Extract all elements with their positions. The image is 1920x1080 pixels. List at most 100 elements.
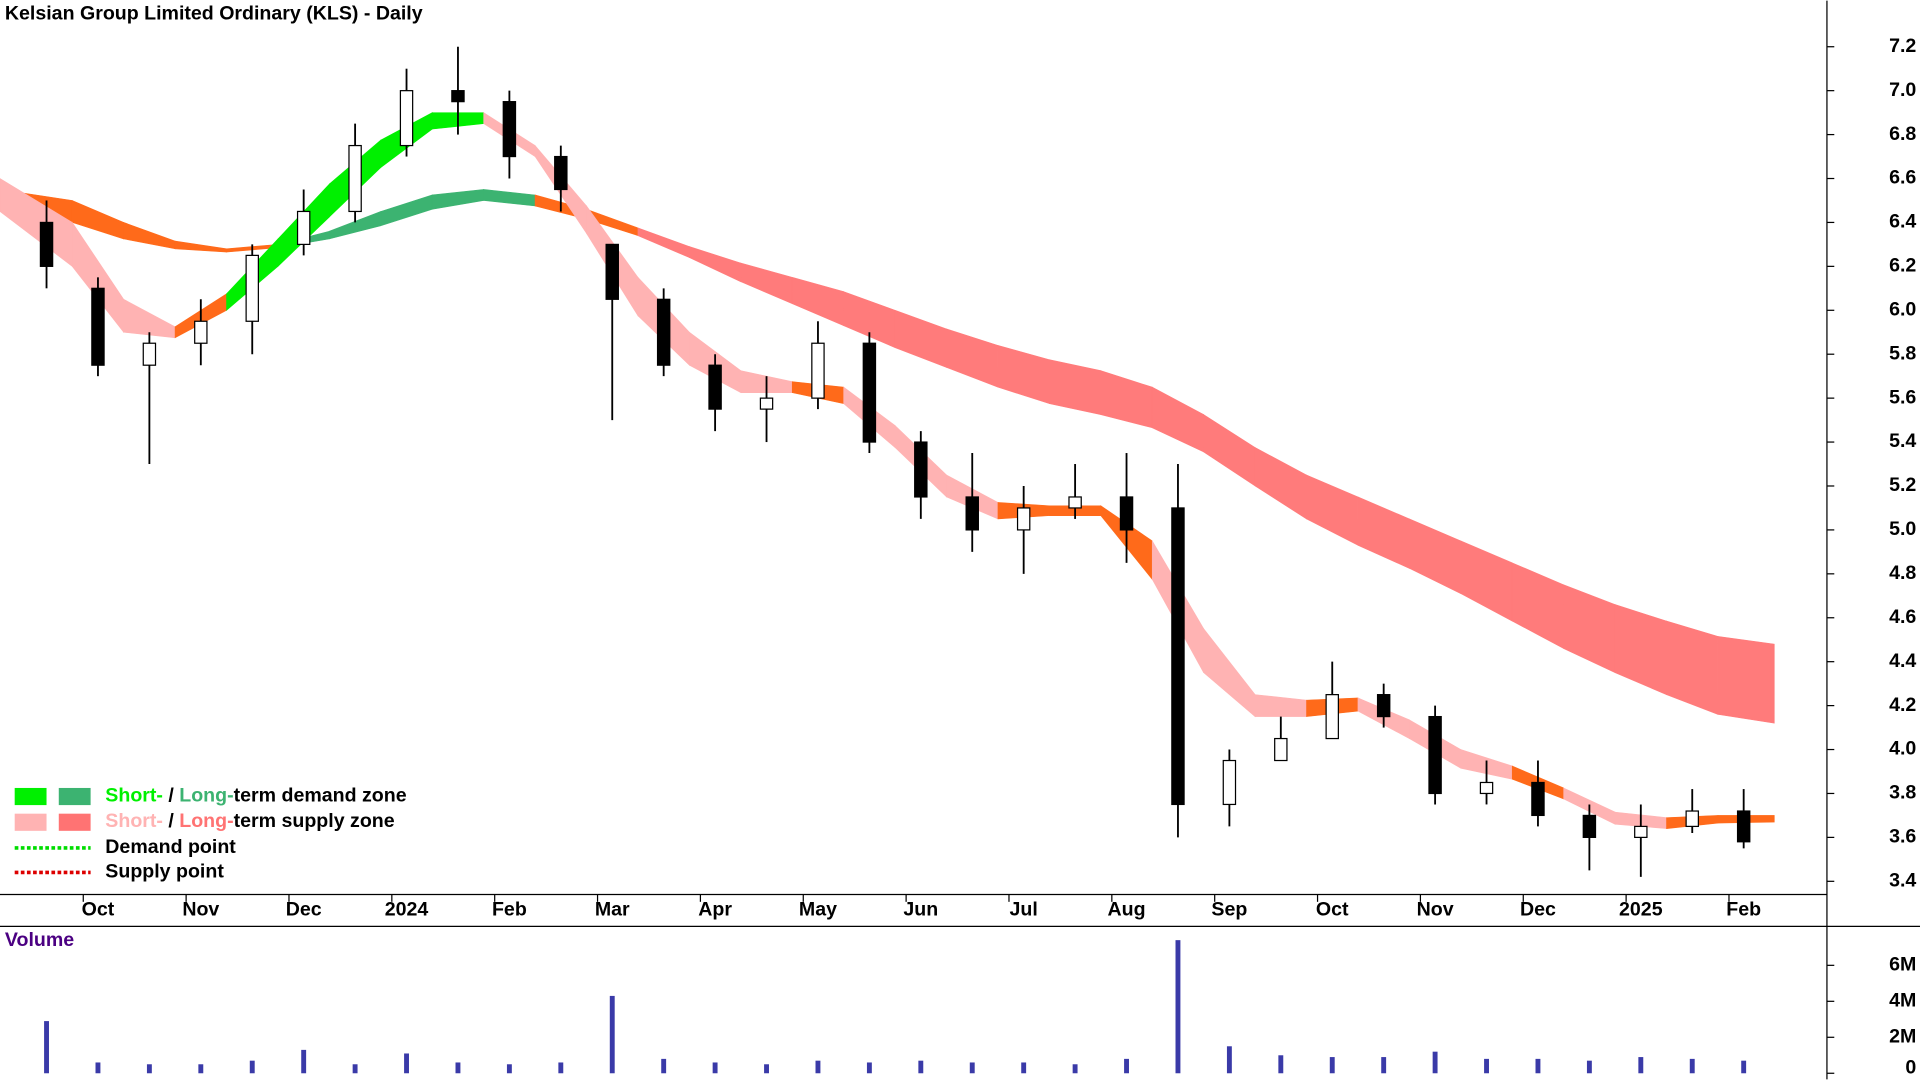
candle-body <box>1685 810 1699 828</box>
candle-body <box>142 342 157 366</box>
volume-bar <box>1638 1057 1644 1074</box>
y-tick-label: 5.8 <box>1889 342 1916 364</box>
x-tick-label: May <box>799 899 837 921</box>
volume-bar <box>95 1062 101 1074</box>
chart-title: Kelsian Group Limited Ordinary (KLS) - D… <box>5 2 423 24</box>
candle-body <box>1479 781 1494 795</box>
candle-body <box>965 496 979 531</box>
candle-body <box>1531 781 1545 817</box>
volume-bar <box>969 1062 975 1074</box>
candle-body <box>348 144 362 213</box>
x-tick-label: Oct <box>1316 899 1349 921</box>
volume-bar <box>198 1064 204 1074</box>
candle-body <box>39 221 54 267</box>
legend-text: term demand zone <box>234 785 407 807</box>
legend-short: Short- <box>105 785 163 807</box>
candle-body <box>1222 759 1237 806</box>
candle-body <box>605 243 619 300</box>
legend-label: Short- / Long-term demand zone <box>105 785 406 807</box>
volume-bar <box>1586 1060 1592 1074</box>
y-tick-label: 6.2 <box>1889 255 1916 277</box>
y-tick-label: 5.0 <box>1889 518 1916 540</box>
x-tick-label: 2024 <box>385 899 429 921</box>
x-tick-label: Oct <box>82 899 115 921</box>
y-tick-label: 4.8 <box>1889 562 1916 584</box>
y-tick-label: 4.2 <box>1889 694 1916 716</box>
y-tick-label: 3.6 <box>1889 826 1916 848</box>
candle-body <box>811 342 825 399</box>
volume-bar <box>609 995 615 1074</box>
volume-bar <box>1124 1058 1129 1074</box>
candle-body <box>1119 496 1134 531</box>
volume-bar <box>1329 1057 1335 1074</box>
candle-body <box>914 441 928 498</box>
x-tick-label: Feb <box>1726 899 1761 921</box>
volume-bar <box>661 1058 667 1074</box>
legend-text: term supply zone <box>234 810 395 832</box>
candle-body <box>1171 507 1185 806</box>
x-tick-label: Dec <box>286 899 322 921</box>
legend-sep: / <box>163 810 179 832</box>
volume-tick-label: 6M <box>1889 954 1916 976</box>
volume-bar <box>558 1062 564 1074</box>
x-tick-label: Aug <box>1107 899 1145 921</box>
volume-bar <box>1226 1046 1232 1074</box>
y-tick-label: 7.2 <box>1889 35 1916 57</box>
y-tick-label: 6.4 <box>1889 211 1916 233</box>
legend-sep: / <box>163 785 179 807</box>
x-tick-label: Mar <box>595 899 630 921</box>
volume-bar <box>712 1062 718 1074</box>
legend-swatch <box>58 813 91 831</box>
y-tick-label: 6.6 <box>1889 167 1916 189</box>
legend-label: Demand point <box>105 836 236 858</box>
legend-short: Short- <box>105 810 163 832</box>
candle-body <box>1634 825 1648 838</box>
candle-body <box>1736 810 1751 843</box>
y-tick-label: 7.0 <box>1889 79 1916 101</box>
volume-bar <box>1689 1058 1695 1074</box>
x-tick-label: Jul <box>1010 899 1038 921</box>
candle-body <box>296 210 311 246</box>
volume-bar <box>1535 1058 1541 1074</box>
candle-body <box>1274 737 1288 762</box>
candle-body <box>1582 814 1597 838</box>
volume-bar <box>146 1064 152 1074</box>
candle-body <box>399 90 414 147</box>
candle-body <box>451 90 465 103</box>
x-tick-label: Nov <box>1417 899 1454 921</box>
volume-label: Volume <box>5 929 74 951</box>
legend-long: Long- <box>179 810 233 832</box>
candle-body <box>1068 496 1082 509</box>
volume-bar <box>1175 940 1181 1074</box>
legend-label: Short- / Long-term supply zone <box>105 810 394 832</box>
candle-body <box>862 342 877 443</box>
candle-body <box>759 397 774 410</box>
volume-bar <box>1484 1058 1489 1074</box>
volume-tick-label: 2M <box>1889 1025 1916 1047</box>
candle-body <box>656 298 671 366</box>
y-tick-label: 3.4 <box>1889 869 1916 891</box>
candle-body <box>1325 694 1339 740</box>
x-tick-label: Apr <box>698 899 732 921</box>
volume-bar <box>44 1021 49 1074</box>
y-tick-label: 3.8 <box>1889 782 1916 804</box>
volume-bar <box>506 1064 512 1074</box>
legend-swatch <box>14 787 47 806</box>
candle-body <box>194 320 208 344</box>
volume-tick-label: 4M <box>1889 989 1916 1011</box>
candle-body <box>245 254 259 322</box>
volume-bar <box>1021 1062 1027 1074</box>
candle-body <box>1376 694 1391 718</box>
volume-bar <box>764 1064 769 1074</box>
y-tick-label: 4.6 <box>1889 606 1916 628</box>
x-tick-label: Sep <box>1211 899 1247 921</box>
x-tick-label: Dec <box>1520 899 1556 921</box>
volume-bar <box>1432 1051 1438 1074</box>
volume-bar <box>352 1064 358 1074</box>
candle-body <box>1428 715 1442 795</box>
x-tick-label: Feb <box>492 899 527 921</box>
candle-body <box>91 287 105 366</box>
volume-bar <box>1741 1060 1747 1074</box>
